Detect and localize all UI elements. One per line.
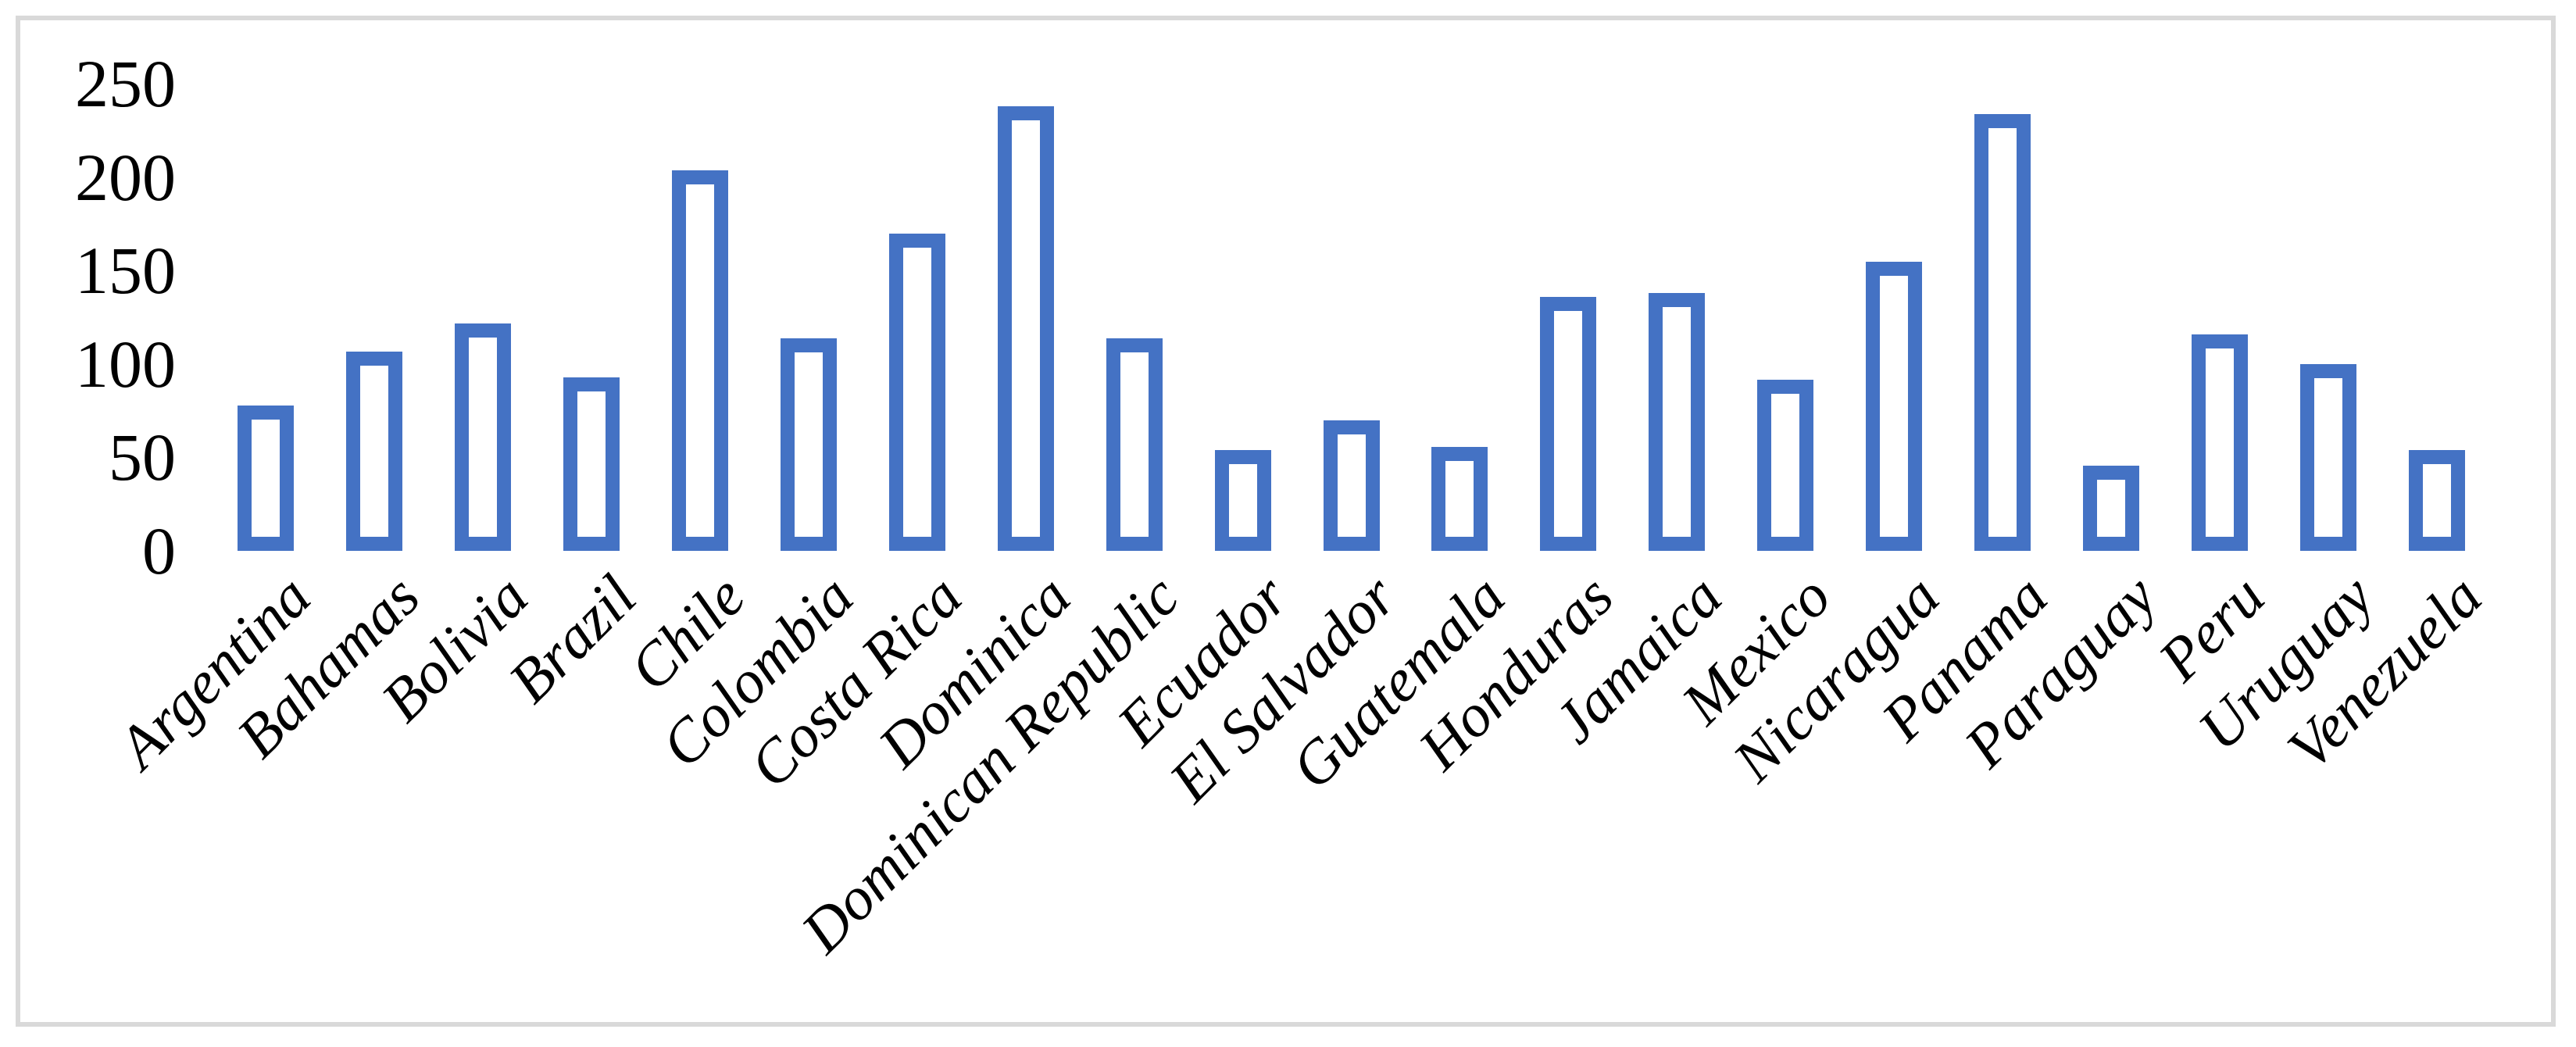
bar-guatemala xyxy=(1431,447,1488,551)
bar-panama xyxy=(1974,114,2031,551)
bar-honduras xyxy=(1540,297,1596,551)
bar-brazil xyxy=(563,377,620,551)
bar-mexico xyxy=(1757,380,1813,551)
bar-costa-rica xyxy=(889,234,945,551)
bar-peru xyxy=(2192,334,2248,551)
bar-bolivia xyxy=(455,323,511,551)
bar-nicaragua xyxy=(1866,262,1922,551)
y-tick-label: 200 xyxy=(75,139,176,215)
bar-colombia xyxy=(781,338,837,551)
y-tick-label: 250 xyxy=(75,46,176,121)
bar-dominica xyxy=(998,106,1054,551)
bar-jamaica xyxy=(1649,293,1705,551)
y-tick-label: 0 xyxy=(142,513,176,588)
y-tick-label: 50 xyxy=(109,420,176,495)
bar-argentina xyxy=(238,406,294,551)
y-tick-label: 150 xyxy=(75,233,176,309)
bar-venezuela xyxy=(2409,450,2465,551)
bar-dominican-republic xyxy=(1106,338,1163,551)
bar-ecuador xyxy=(1215,450,1271,551)
y-tick-label: 100 xyxy=(75,326,176,402)
bar-paraguay xyxy=(2083,466,2139,551)
bar-chile xyxy=(672,170,728,551)
bar-el-salvador xyxy=(1324,420,1380,551)
bar-uruguay xyxy=(2300,364,2356,551)
bar-bahamas xyxy=(346,352,402,551)
